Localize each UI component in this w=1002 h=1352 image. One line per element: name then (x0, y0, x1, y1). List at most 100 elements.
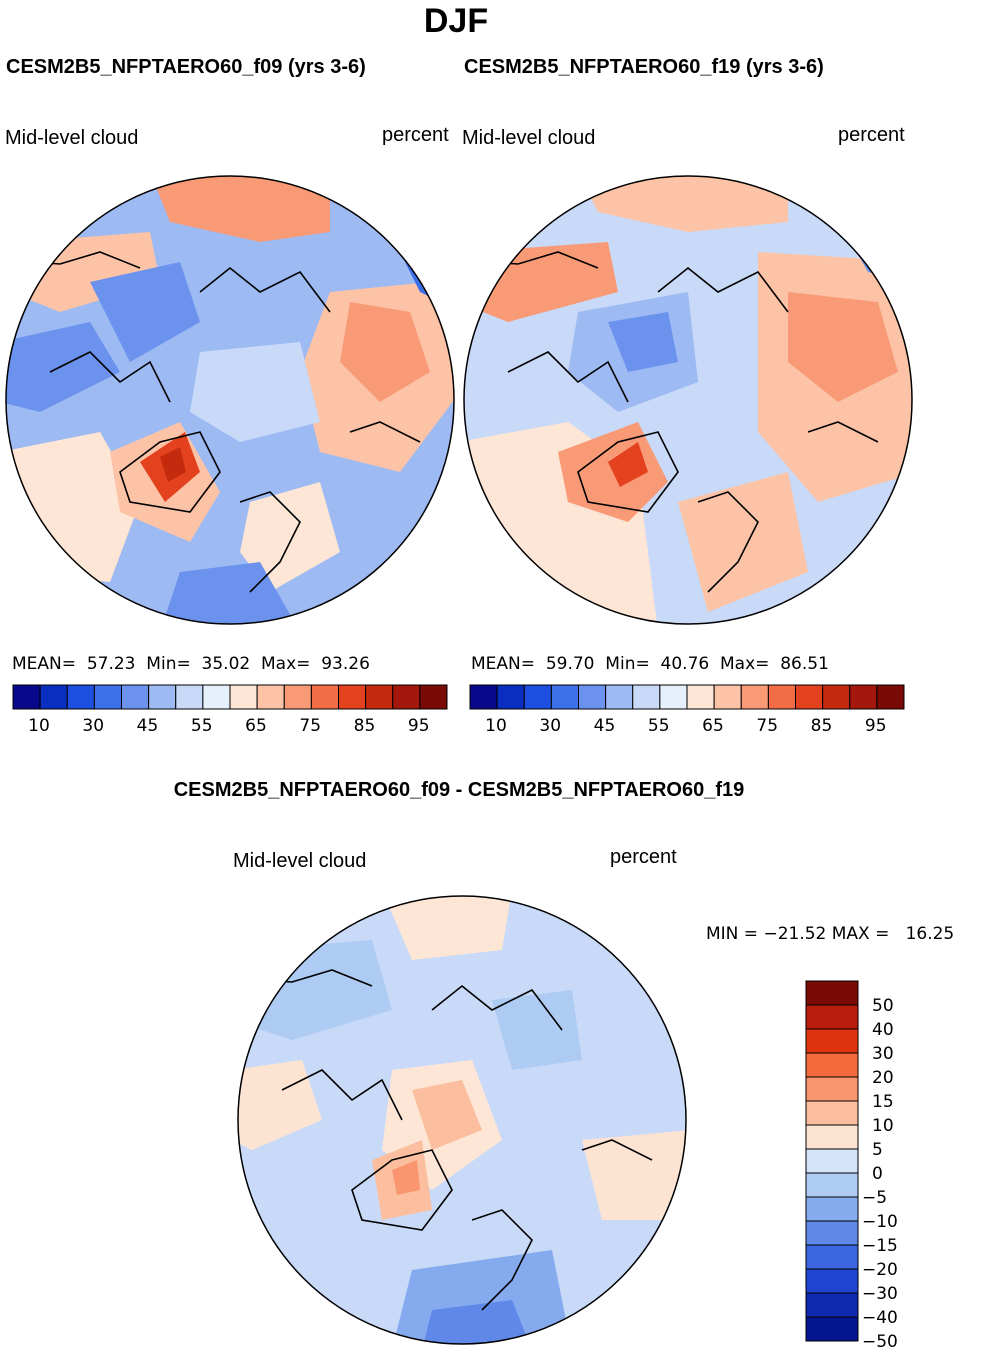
colorbar-swatch (849, 684, 878, 710)
colorbar-tick-label: 30 (872, 1044, 894, 1064)
colorbar-swatch (686, 684, 715, 710)
diff-variable-label: Mid-level cloud (233, 850, 367, 872)
colorbar-tick-label: 0 (872, 1164, 883, 1184)
cloud-field-patch (160, 562, 300, 624)
colorbar-swatch (805, 1220, 859, 1246)
colorbar-left (12, 684, 448, 710)
cloud-field-patch (190, 342, 320, 442)
colorbar-tick-label: 45 (136, 716, 159, 736)
cloud-field-patch (90, 262, 200, 362)
colorbar-tick-label: 20 (872, 1068, 894, 1088)
colorbar-swatch (822, 684, 851, 710)
colorbar-swatch (39, 684, 68, 710)
colorbar-swatch (578, 684, 607, 710)
diff-field-patch (392, 1160, 420, 1195)
colorbar-swatch (805, 1100, 859, 1126)
diff-field-patch (238, 1060, 322, 1150)
map-boundary (5, 175, 455, 625)
cloud-field-patch (160, 447, 186, 482)
colorbar-tick-label: 10 (485, 716, 507, 736)
colorbar-swatch (740, 684, 769, 710)
colorbar-swatch (659, 684, 688, 710)
colorbar-swatch (469, 684, 498, 710)
colorbar-swatch (175, 684, 204, 710)
colorbar-ticks-difference: 50 40 30 20 15 10 5 0 −5 −10 −15 −20 −30 −40 −50 (862, 980, 922, 1352)
colorbar-swatch (767, 684, 796, 710)
colorbar-swatch (805, 1196, 859, 1222)
colorbar-tick-label: 45 (593, 716, 616, 736)
colorbar-tick-label: 65 (702, 716, 724, 736)
colorbar-tick-label: −20 (862, 1260, 898, 1280)
diff-field-patch (422, 1300, 532, 1344)
polar-map-difference (237, 895, 687, 1345)
colorbar-tick-label: 30 (82, 716, 105, 736)
colorbar-swatch (392, 684, 421, 710)
colorbar-swatch (805, 1172, 859, 1198)
case-title-left: CESM2B5_NFPTAERO60_f09 (yrs 3-6) (6, 56, 366, 78)
cloud-field-patch (678, 472, 808, 612)
polar-map-f09 (5, 175, 455, 625)
colorbar-swatch (805, 1052, 859, 1078)
colorbar-tick-label: 95 (407, 716, 430, 736)
colorbar-swatch (805, 980, 859, 1006)
colorbar-swatch (310, 684, 339, 710)
stats-right: MEAN= 59.70 Min= 40.76 Max= 86.51 (471, 654, 829, 674)
colorbar-swatch (202, 684, 231, 710)
colorbar-swatch (256, 684, 285, 710)
map-boundary (463, 175, 913, 625)
colorbar-tick-label: −5 (862, 1188, 888, 1208)
colorbar-swatch (550, 684, 579, 710)
colorbar-swatch (805, 1124, 859, 1150)
colorbar-swatch (66, 684, 95, 710)
colorbar-tick-label: −10 (862, 1212, 898, 1232)
colorbar-tick-label: 65 (245, 716, 267, 736)
variable-label-right: Mid-level cloud (462, 127, 596, 149)
colorbar-difference (805, 980, 859, 1342)
cloud-field-patch (340, 302, 430, 402)
polar-map-f19 (463, 175, 913, 625)
colorbar-swatch (805, 1076, 859, 1102)
units-label-right: percent (838, 124, 905, 146)
cloud-field-patch (608, 442, 648, 487)
colorbar-tick-label: 30 (539, 716, 562, 736)
colorbar-swatch (496, 684, 525, 710)
cloud-field-patch (608, 312, 678, 372)
colorbar-swatch (148, 684, 177, 710)
diff-field-patch (582, 1130, 686, 1220)
colorbar-swatch (713, 684, 742, 710)
colorbar-tick-label: 55 (190, 716, 213, 736)
diff-title: CESM2B5_NFPTAERO60_f09 - CESM2B5_NFPTAER… (173, 779, 745, 801)
colorbar-swatch (805, 1292, 859, 1318)
colorbar-tick-label: −40 (862, 1308, 898, 1328)
colorbar-tick-label: 95 (864, 716, 887, 736)
units-label-left: percent (382, 124, 449, 146)
colorbar-tick-label: 75 (756, 716, 779, 736)
colorbar-swatch (229, 684, 258, 710)
cloud-field-patch (578, 176, 788, 232)
colorbar-swatch (805, 1028, 859, 1054)
colorbar-tick-label: 10 (872, 1116, 894, 1136)
colorbar-tick-label: 40 (872, 1020, 894, 1040)
colorbar-right (469, 684, 905, 710)
colorbar-tick-label: 55 (647, 716, 670, 736)
colorbar-swatch (805, 1268, 859, 1294)
cloud-field-patch (150, 176, 330, 242)
season-title: DJF (423, 2, 489, 40)
colorbar-swatch (795, 684, 824, 710)
colorbar-swatch (805, 1244, 859, 1270)
case-title-right: CESM2B5_NFPTAERO60_f19 (yrs 3-6) (464, 56, 824, 78)
colorbar-tick-label: −15 (862, 1236, 898, 1256)
colorbar-tick-label: 75 (299, 716, 322, 736)
colorbar-tick-label: 85 (353, 716, 376, 736)
colorbar-tick-label: −50 (862, 1332, 898, 1352)
diff-field-patch (382, 896, 512, 960)
coastline (29, 251, 421, 593)
colorbar-swatch (805, 1004, 859, 1030)
colorbar-ticks-left: 10 30 45 55 65 75 85 95 (12, 716, 448, 740)
colorbar-tick-label: 85 (810, 716, 833, 736)
colorbar-tick-label: 15 (872, 1092, 894, 1112)
cloud-field-patch (788, 292, 898, 402)
colorbar-swatch (805, 1148, 859, 1174)
colorbar-swatch (419, 684, 448, 710)
colorbar-swatch (632, 684, 661, 710)
